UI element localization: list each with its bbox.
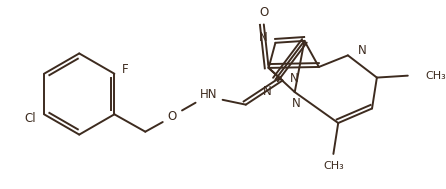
Text: Cl: Cl (25, 112, 37, 125)
Text: N: N (263, 85, 272, 98)
Text: O: O (259, 6, 268, 19)
Text: N: N (358, 44, 366, 57)
Text: N: N (290, 72, 299, 85)
Text: CH₃: CH₃ (425, 71, 446, 81)
Text: N: N (292, 97, 301, 110)
Text: F: F (122, 63, 129, 76)
Text: O: O (168, 110, 177, 123)
Text: N: N (259, 32, 268, 44)
Text: HN: HN (200, 88, 218, 101)
Text: CH₃: CH₃ (323, 160, 344, 170)
